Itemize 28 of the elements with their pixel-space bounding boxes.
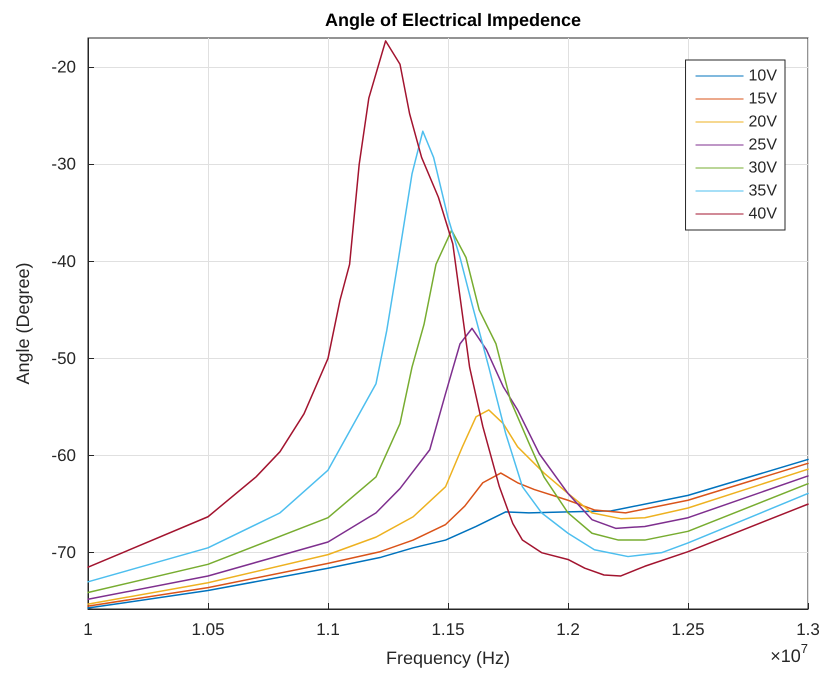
- x-axis-title: Frequency (Hz): [386, 648, 510, 668]
- x-tick-label: 1.1: [316, 620, 340, 639]
- x-tick-label: 1.2: [556, 620, 580, 639]
- line-series: [87, 40, 809, 577]
- y-tick-label: -40: [51, 252, 76, 271]
- y-tick-label: -60: [51, 446, 76, 466]
- legend-label: 30V: [748, 160, 778, 176]
- legend-label: 20V: [748, 114, 778, 130]
- x-tick-label: 1.25: [671, 620, 705, 639]
- legend-label: 15V: [748, 90, 778, 108]
- chart-title: Angle of Electrical Impedence: [324, 10, 582, 30]
- y-tick-label: -20: [51, 58, 76, 77]
- legend-label: 40V: [748, 206, 778, 222]
- x-tick-label: 1.3: [796, 620, 820, 639]
- x-tick-label: 1.15: [431, 620, 465, 639]
- legend-label: 35V: [748, 182, 778, 200]
- line-series: [87, 328, 809, 600]
- line-series: [87, 230, 809, 594]
- x-tick-label: 1.05: [191, 620, 225, 639]
- legend-label: 25V: [748, 136, 778, 154]
- y-tick-label: -50: [51, 348, 76, 368]
- y-tick-label: -70: [51, 543, 76, 562]
- line-series: [87, 409, 809, 605]
- x-tick-label: 1: [83, 620, 93, 639]
- legend-label: 10V: [748, 68, 778, 84]
- y-axis-title: Angle (Degree): [13, 262, 33, 385]
- line-series: [87, 130, 809, 583]
- y-tick-label: -30: [51, 154, 76, 174]
